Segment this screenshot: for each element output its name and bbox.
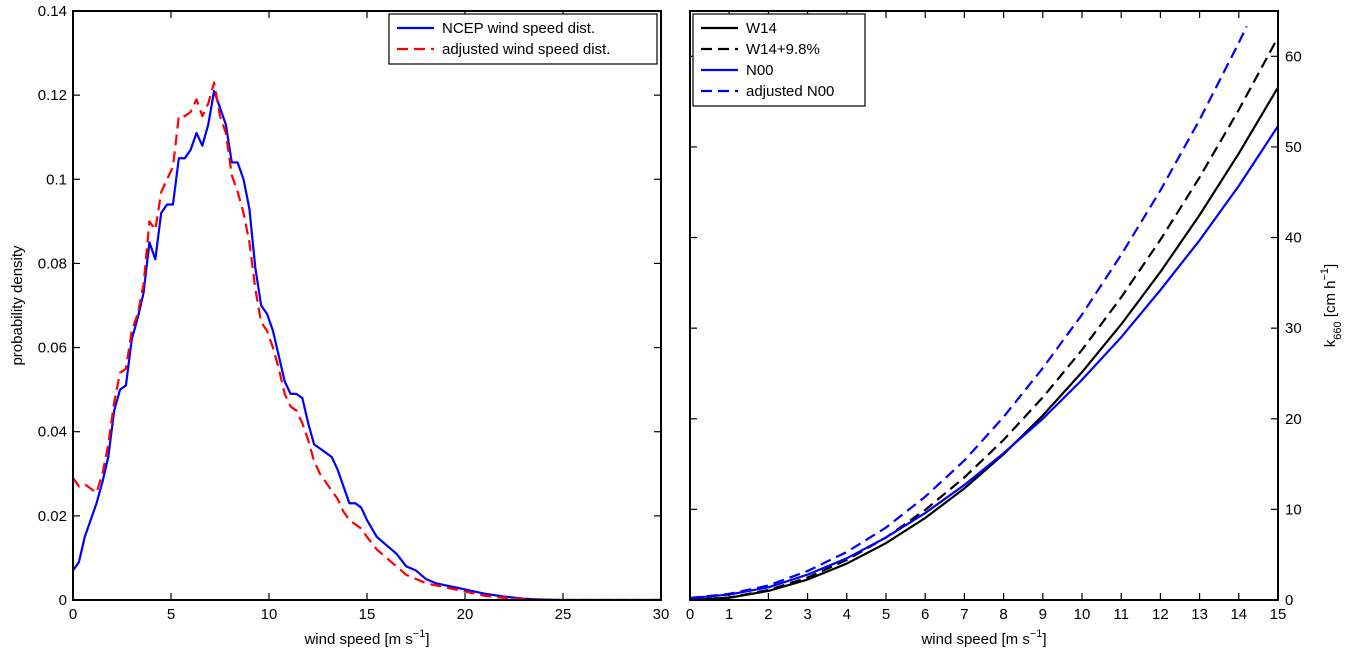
x-tick-label: 10 <box>261 606 278 623</box>
y-tick-label: 40 <box>1285 230 1302 247</box>
x-tick-label: 4 <box>843 606 851 623</box>
x-axis-label-end: ] <box>1042 631 1046 648</box>
left-panel-distribution-chart: 0 5 10 15 20 25 30 0 0.02 0.04 0.06 0.08 0.1 0.12 0.14… <box>9 3 669 648</box>
x-axis-label: wind speed [m s−1] <box>920 628 1046 648</box>
y-tick-label: 10 <box>1285 501 1302 518</box>
x-tick-label: 15 <box>359 606 376 623</box>
x-tick-label: 3 <box>803 606 811 623</box>
legend: NCEP wind speed dist. adjusted wind speed… <box>388 13 658 65</box>
x-tick-label: 5 <box>167 606 175 623</box>
x-tick-label: 0 <box>69 606 77 623</box>
x-axis-label-main: wind speed [m s <box>303 631 412 648</box>
x-tick-label: 8 <box>999 606 1007 623</box>
axes-box <box>689 10 1279 601</box>
x-tick-label: 20 <box>457 606 474 623</box>
y-tick-label: 0 <box>1285 592 1293 609</box>
series-line-adjusted-wind-speed-dist- <box>73 81 661 600</box>
x-tick-label: 11 <box>1113 606 1129 623</box>
y-tick-label: 0.1 <box>46 171 67 188</box>
y-tick-label: 0 <box>59 592 67 609</box>
y-tick-label: 0.02 <box>38 508 67 525</box>
legend-label: NCEP wind speed dist. <box>442 20 595 37</box>
x-axis-label-superscript: −1 <box>1030 628 1043 640</box>
y-tick-label: 20 <box>1285 411 1302 428</box>
x-tick-label: 6 <box>921 606 929 623</box>
legend-box <box>388 13 658 65</box>
y-axis-label-subscript: 660 <box>1332 321 1344 339</box>
x-tick-label: 9 <box>1039 606 1047 623</box>
legend: W14 W14+9.8% N00 adjusted N00 <box>692 13 866 107</box>
x-tick-label: 14 <box>1230 606 1247 623</box>
y-tick-label: 60 <box>1285 48 1302 65</box>
x-tick-label: 0 <box>686 606 694 623</box>
y-axis-label-rest: [cm h <box>1322 281 1339 322</box>
x-tick-label: 2 <box>764 606 772 623</box>
x-tick-label: 10 <box>1074 606 1091 623</box>
y-tick-label: 0.12 <box>38 87 67 104</box>
x-tick-label: 12 <box>1152 606 1169 623</box>
y-tick-label: 0.04 <box>38 424 67 441</box>
series-line-w14 <box>690 86 1278 600</box>
x-tick-label: 1 <box>725 606 733 623</box>
y-tick-label: 0.08 <box>38 255 67 272</box>
y-axis-label-superscript: −1 <box>1319 268 1331 281</box>
y-axis-label-end: ] <box>1322 264 1339 268</box>
y-tick-label: 30 <box>1285 320 1302 337</box>
x-tick-label: 15 <box>1270 606 1287 623</box>
y-tick-label: 50 <box>1285 139 1302 156</box>
series-line-ncep-wind-speed-dist- <box>73 89 661 600</box>
y-axis-label-main: k <box>1322 339 1339 347</box>
legend-label: adjusted wind speed dist. <box>442 41 610 58</box>
y-axis-label: probability density <box>9 245 26 366</box>
x-axis-label-superscript: −1 <box>413 628 426 640</box>
series-line-w14-9-8- <box>690 36 1278 600</box>
series-line-n00 <box>690 125 1278 600</box>
y-tick-label: 0.14 <box>38 3 67 20</box>
legend-label: adjusted N00 <box>746 83 834 100</box>
right-panel-k660-chart: 0 1 2 3 4 5 6 7 8 9 10 11 12 13 14 150102030405060wind … <box>686 10 1344 648</box>
legend-label: W14 <box>746 20 777 37</box>
x-tick-label: 13 <box>1191 606 1208 623</box>
axes-box <box>72 10 662 601</box>
x-tick-label: 30 <box>653 606 670 623</box>
y-axis-label: k660 [cm h−1] <box>1319 264 1344 347</box>
y-tick-label: 0.06 <box>38 340 67 357</box>
x-axis-label-main: wind speed [m s <box>920 631 1029 648</box>
legend-label: W14+9.8% <box>746 41 820 58</box>
y-axis-label-main: probability density <box>9 245 26 366</box>
x-tick-label: 25 <box>555 606 572 623</box>
x-tick-label: 5 <box>882 606 890 623</box>
x-axis-label-end: ] <box>425 631 429 648</box>
x-axis-label: wind speed [m s−1] <box>303 628 429 648</box>
series-line-adjusted-n00 <box>690 25 1248 600</box>
x-tick-label: 7 <box>960 606 968 623</box>
legend-label: N00 <box>746 62 774 79</box>
